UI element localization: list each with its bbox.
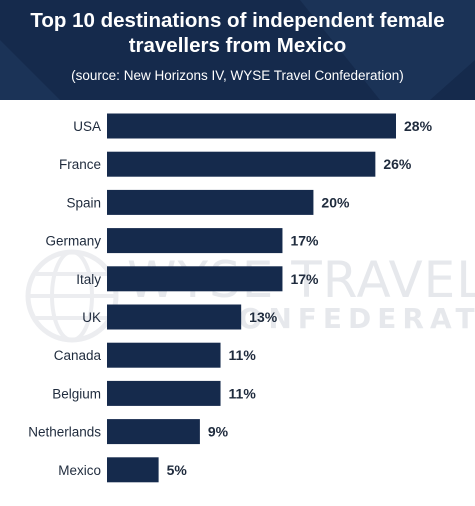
value-label: 26%: [383, 156, 412, 172]
bar: [107, 457, 159, 483]
category-label: Netherlands: [28, 425, 101, 440]
chart-header: Top 10 destinations of independent femal…: [0, 0, 475, 100]
bar: [107, 342, 221, 368]
chart-title: Top 10 destinations of independent femal…: [0, 8, 475, 58]
chart-title-line-2: travellers from Mexico: [128, 34, 347, 57]
category-label: Mexico: [58, 463, 101, 478]
value-label: 9%: [208, 424, 229, 440]
category-label: UK: [82, 310, 101, 325]
value-label: 11%: [229, 347, 257, 363]
bar: [107, 380, 221, 406]
value-label: 17%: [290, 271, 319, 287]
bar: [107, 113, 396, 139]
bar: [107, 419, 200, 445]
chart-title-line-1: Top 10 destinations of independent femal…: [30, 9, 445, 32]
category-label: Belgium: [52, 386, 101, 401]
bar: [107, 151, 376, 177]
bar: [107, 266, 283, 292]
value-label: 20%: [321, 194, 350, 210]
bar: [107, 228, 283, 254]
value-label: 28%: [404, 118, 433, 134]
value-label: 17%: [290, 233, 319, 249]
bar-chart: USA 28% France 26% Spain 20% Germany 17% Italy 17…: [28, 113, 433, 483]
chart-subtitle: (source: New Horizons IV, WYSE Travel Co…: [71, 68, 404, 83]
category-label: Canada: [54, 348, 102, 363]
bar: [107, 189, 314, 215]
value-label: 13%: [249, 309, 278, 325]
category-label: USA: [73, 119, 101, 134]
category-label: Germany: [45, 234, 101, 249]
value-label: 5%: [167, 462, 188, 478]
value-label: 11%: [229, 385, 257, 401]
category-label: Italy: [76, 272, 101, 287]
category-label: France: [59, 157, 101, 172]
header-decoration: [0, 0, 475, 100]
category-label: Spain: [66, 195, 101, 210]
bar: [107, 304, 242, 330]
